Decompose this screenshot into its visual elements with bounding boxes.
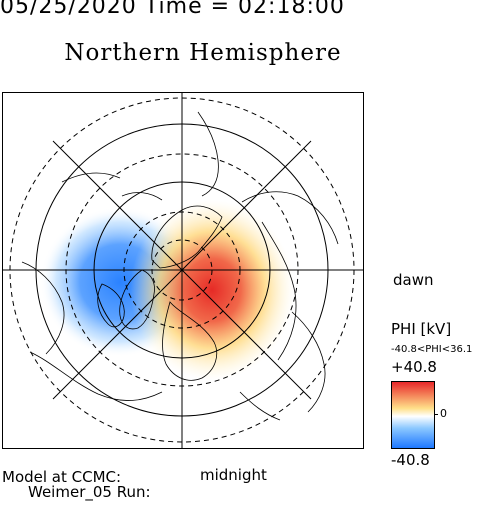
colorbar-max-label: +40.8 [391, 358, 437, 376]
footer-model-label: Model at CCMC: [2, 468, 122, 486]
midnight-label: midnight [200, 466, 267, 484]
colorbar-quantity-label: PHI [kV] [391, 320, 452, 338]
dawn-label: dawn [393, 271, 434, 289]
polar-map [2, 92, 364, 449]
coastlines [21, 111, 339, 421]
colorbar [391, 381, 435, 449]
map-grid [2, 92, 364, 449]
colorbar-min-label: -40.8 [391, 451, 430, 469]
date-time-header: 05/25/2020 Time = 02:18:00 [0, 0, 345, 19]
meridian-line [52, 140, 312, 400]
colorbar-zero-label: 0 [440, 407, 447, 420]
colorbar-range-text: -40.8<PHI<36.1 [391, 344, 473, 355]
colorbar-zero-tick [434, 414, 438, 415]
plot-title: Northern Hemisphere [64, 40, 342, 66]
positive-potential-cell [130, 200, 294, 380]
footer-run-label: Weimer_05 Run: [28, 483, 151, 501]
